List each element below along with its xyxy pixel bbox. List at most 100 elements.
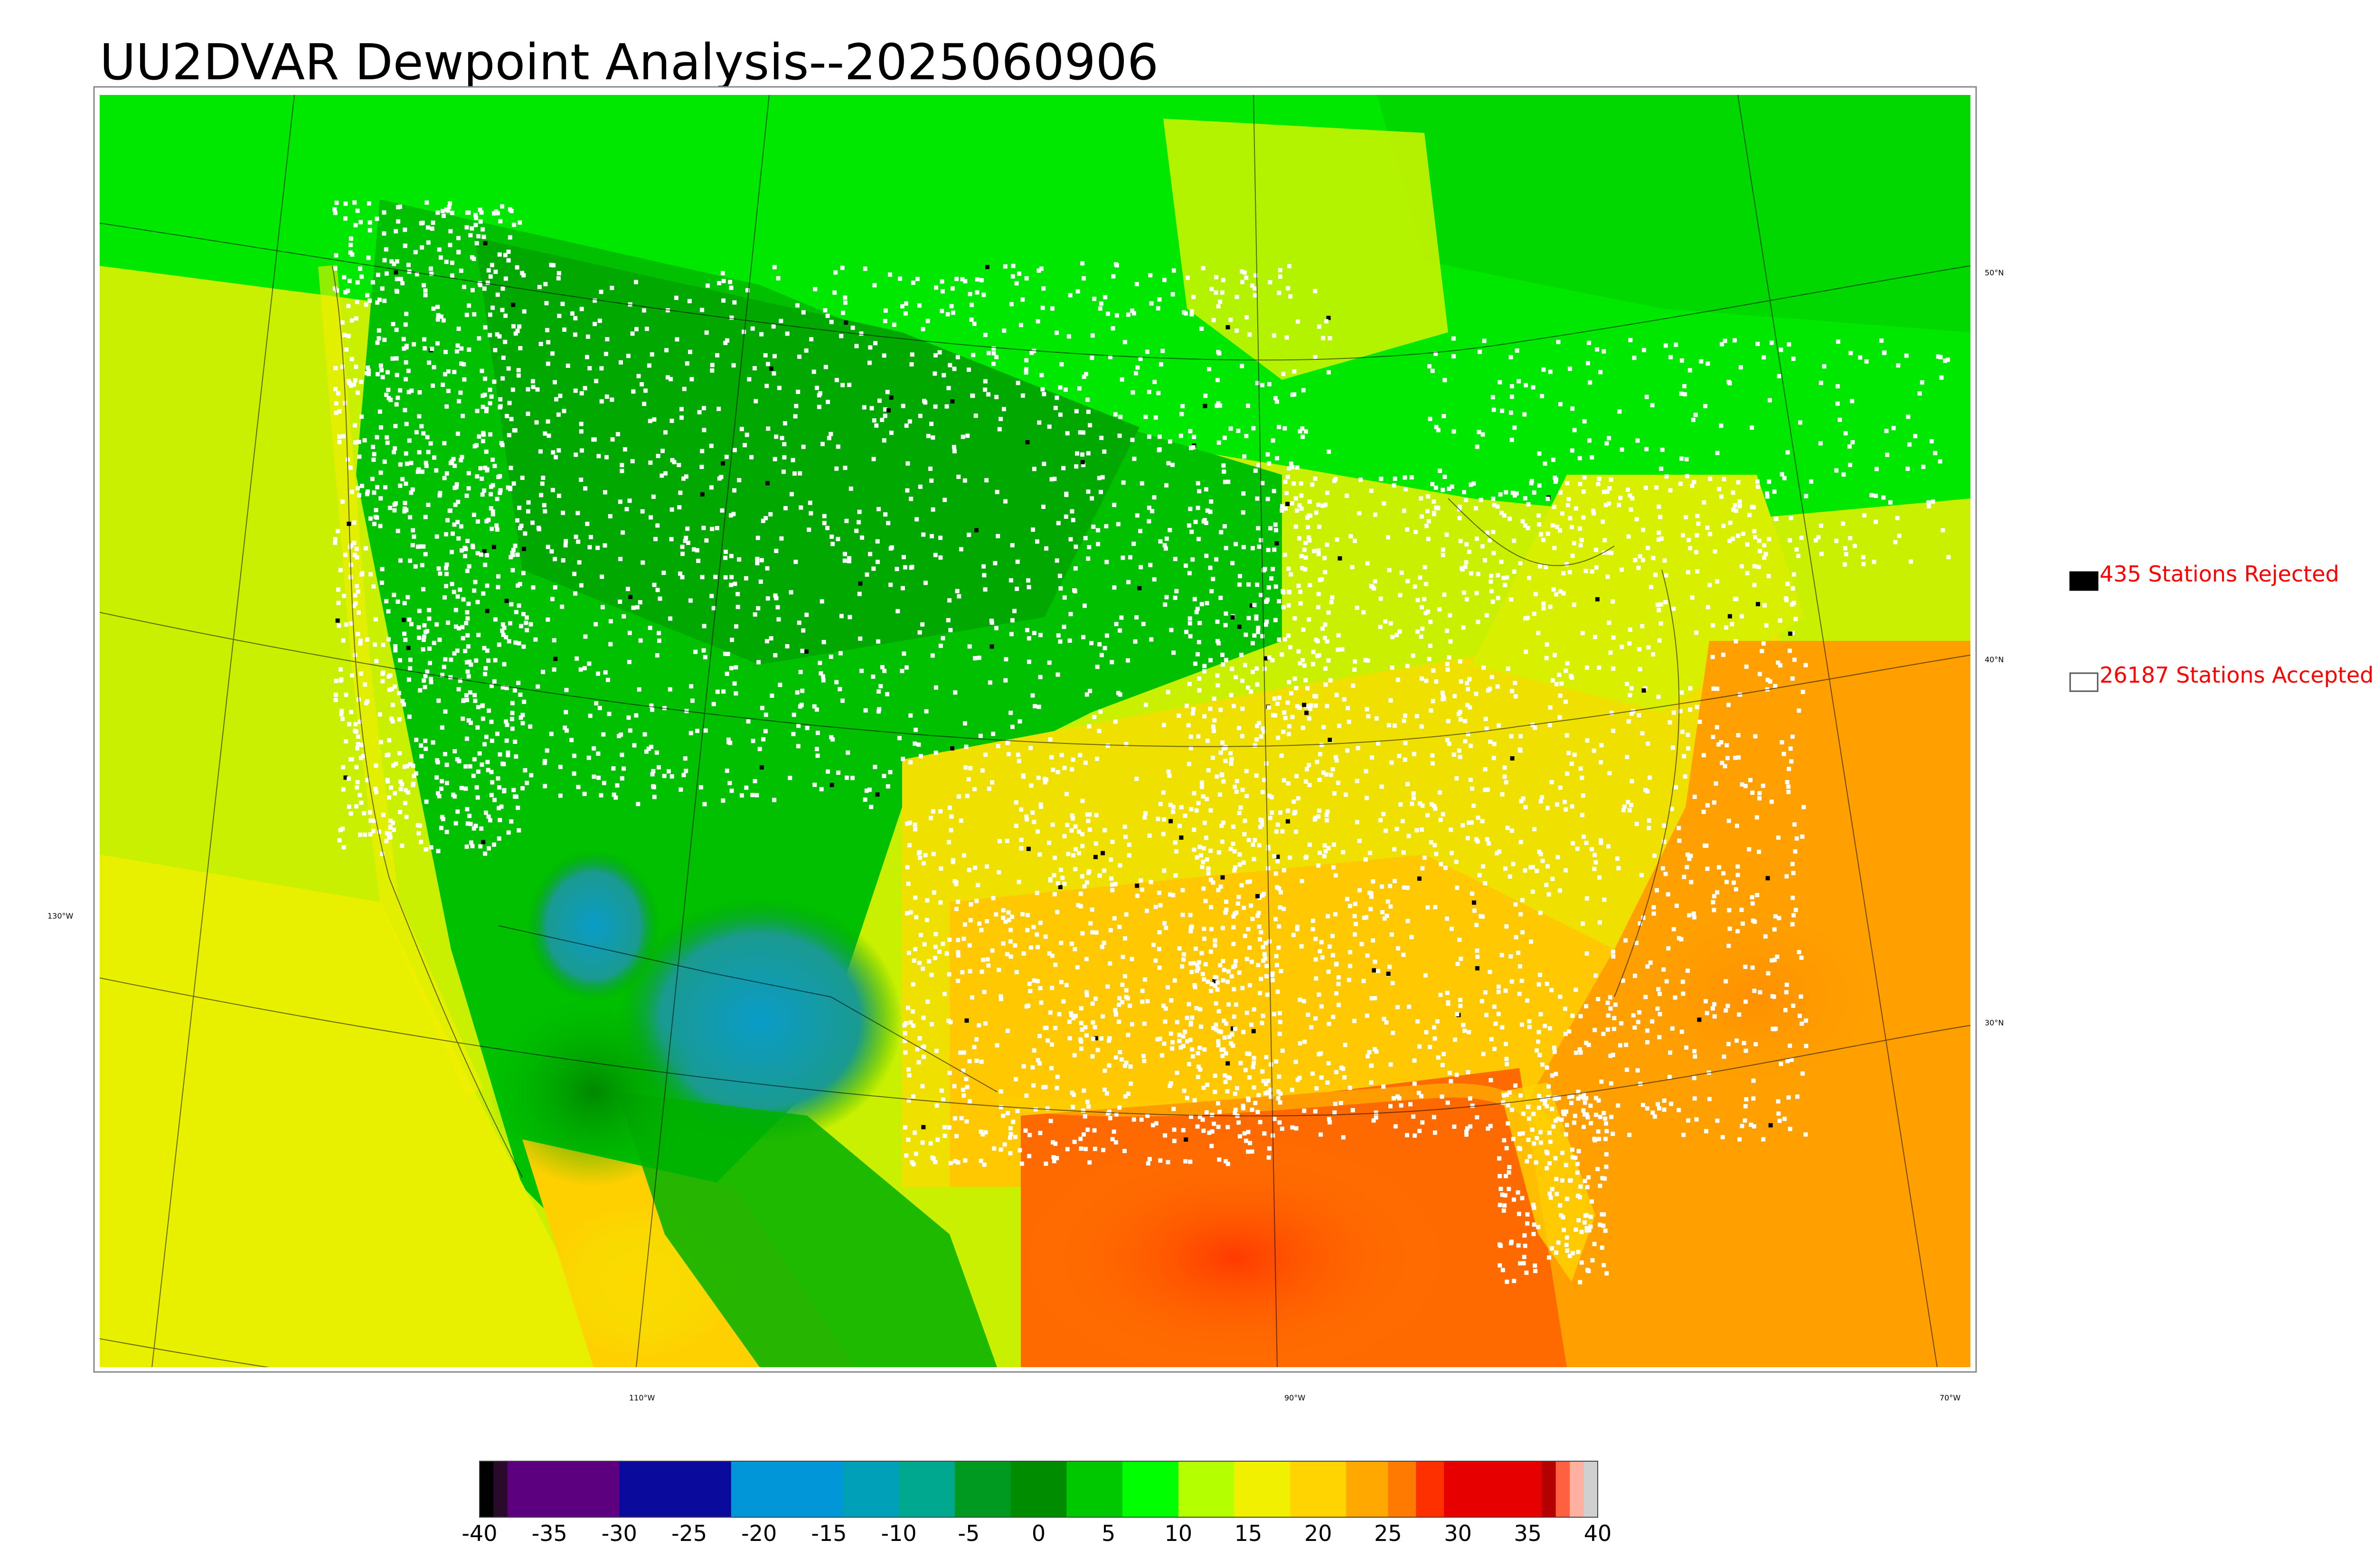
station-marker xyxy=(1750,895,1754,900)
station-marker xyxy=(1547,723,1552,727)
station-marker xyxy=(1602,1263,1606,1268)
station-marker xyxy=(437,638,442,642)
station-marker xyxy=(701,648,706,653)
station-marker xyxy=(941,1097,946,1102)
station-marker xyxy=(1237,852,1242,857)
station-marker xyxy=(739,427,744,432)
station-marker xyxy=(996,534,1000,538)
station-marker xyxy=(1205,508,1210,513)
station-marker xyxy=(986,392,991,397)
station-marker xyxy=(1586,1269,1591,1273)
station-marker xyxy=(758,579,763,584)
station-marker xyxy=(1538,1130,1543,1135)
station-marker xyxy=(1244,1138,1248,1143)
station-marker xyxy=(1597,477,1602,481)
station-marker xyxy=(1171,268,1176,273)
station-marker xyxy=(1420,514,1424,519)
station-marker xyxy=(1332,791,1337,796)
station-marker xyxy=(1519,799,1524,804)
station-marker xyxy=(1535,869,1539,873)
station-marker xyxy=(454,349,459,354)
station-marker xyxy=(1206,768,1211,772)
station-marker xyxy=(1762,555,1767,560)
station-marker xyxy=(1140,481,1144,486)
station-marker xyxy=(511,302,516,307)
station-marker xyxy=(563,725,567,730)
station-marker xyxy=(1118,414,1123,419)
station-marker xyxy=(403,801,407,806)
station-marker xyxy=(1607,620,1611,625)
station-marker xyxy=(551,263,556,268)
station-marker xyxy=(564,710,568,714)
station-marker xyxy=(1760,649,1764,653)
station-marker xyxy=(1737,499,1742,504)
station-marker xyxy=(963,721,967,726)
station-marker xyxy=(421,647,425,652)
station-marker xyxy=(1001,908,1006,912)
station-marker xyxy=(517,603,521,608)
station-marker xyxy=(1483,558,1488,563)
station-marker xyxy=(449,657,453,662)
station-marker xyxy=(1062,624,1066,629)
station-marker xyxy=(1347,977,1351,982)
station-marker xyxy=(1666,946,1671,951)
station-marker xyxy=(509,417,514,422)
station-marker xyxy=(1085,880,1089,885)
station-marker xyxy=(1535,1136,1539,1140)
station-marker xyxy=(1019,837,1024,842)
station-marker xyxy=(1427,657,1432,661)
station-marker xyxy=(1445,629,1450,633)
station-marker xyxy=(1503,988,1508,993)
station-marker xyxy=(446,389,451,393)
station-marker xyxy=(1314,1086,1319,1091)
station-marker xyxy=(1220,290,1225,295)
station-marker xyxy=(1632,356,1637,360)
station-marker xyxy=(1055,330,1059,335)
station-marker xyxy=(734,624,739,629)
station-marker xyxy=(1338,1101,1343,1105)
station-marker xyxy=(1647,818,1651,823)
station-marker xyxy=(1367,851,1372,855)
station-marker xyxy=(1386,535,1391,540)
station-marker xyxy=(390,703,395,707)
station-marker xyxy=(1259,734,1263,739)
station-marker xyxy=(1173,595,1178,600)
station-marker xyxy=(473,698,478,703)
station-marker xyxy=(927,959,932,964)
station-marker xyxy=(1758,990,1762,995)
station-marker xyxy=(1328,678,1333,683)
station-marker xyxy=(530,520,535,525)
station-marker xyxy=(1611,599,1615,604)
station-marker xyxy=(1552,545,1557,550)
station-marker xyxy=(1692,915,1696,920)
station-marker xyxy=(553,380,557,385)
station-marker xyxy=(587,661,592,666)
station-marker xyxy=(458,390,463,395)
station-marker xyxy=(1095,757,1099,761)
station-marker xyxy=(1604,1129,1609,1134)
station-marker xyxy=(1224,907,1229,912)
station-marker xyxy=(1483,717,1488,721)
station-marker xyxy=(1625,755,1630,760)
station-marker xyxy=(1065,823,1070,827)
colorbar-tick-label: 20 xyxy=(1304,1521,1332,1546)
station-marker xyxy=(546,419,550,424)
station-marker xyxy=(1040,306,1045,310)
station-marker xyxy=(1772,958,1777,962)
station-marker xyxy=(1079,1146,1083,1151)
station-marker xyxy=(1302,703,1307,707)
station-marker xyxy=(1108,961,1112,966)
station-marker xyxy=(1635,438,1640,443)
station-marker xyxy=(1390,665,1394,670)
station-marker xyxy=(1365,953,1370,958)
station-marker xyxy=(1036,704,1041,709)
station-marker xyxy=(1325,1080,1330,1085)
station-marker xyxy=(1224,1021,1229,1026)
station-marker xyxy=(1405,579,1410,583)
station-marker xyxy=(506,751,510,755)
station-marker xyxy=(1259,592,1263,597)
station-marker xyxy=(1178,824,1182,828)
station-marker xyxy=(723,651,727,656)
station-marker xyxy=(475,551,480,555)
station-marker xyxy=(1156,391,1161,395)
